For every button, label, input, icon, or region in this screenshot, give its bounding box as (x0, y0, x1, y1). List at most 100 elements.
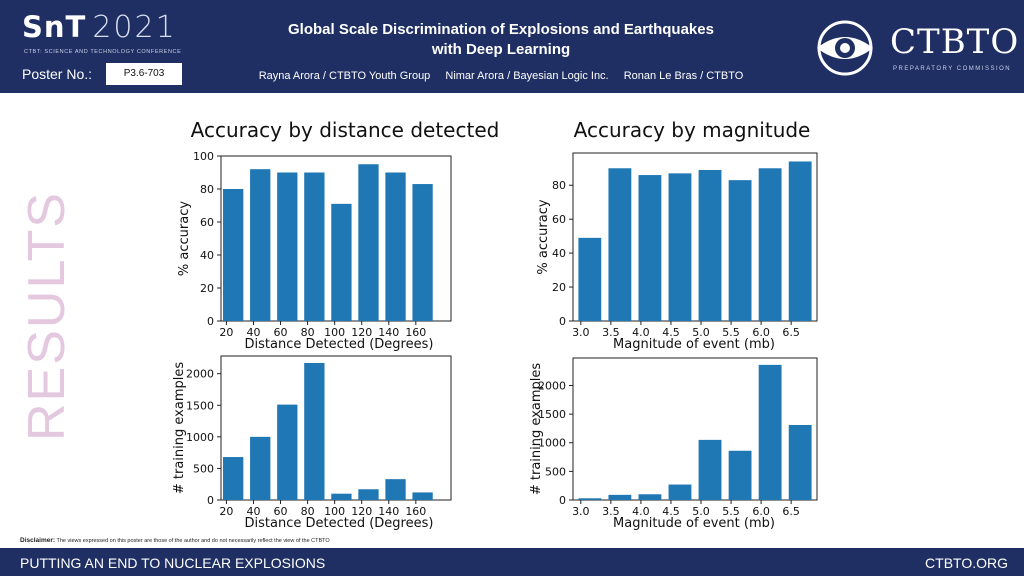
acc-mag-x-tick-label: 4.5 (662, 326, 680, 339)
acc-mag-y-tick-label: 60 (552, 213, 566, 226)
train-mag-bar (578, 498, 602, 500)
poster-number-box: P3.6-703 (106, 63, 182, 85)
poster-header: SnT 2021 CTBT: SCIENCE AND TECHNOLOGY CON… (0, 0, 1024, 93)
train-mag-y-tick-label: 1000 (538, 437, 566, 450)
train-dist-y-tick-label: 1000 (186, 431, 214, 444)
acc-dist-x-tick-label: 120 (351, 326, 372, 339)
footer-website: CTBTO.ORG (925, 555, 1008, 571)
acc-mag-bar (728, 180, 752, 321)
acc-mag-x-axis-label: Magnitude of event (mb) (613, 337, 775, 352)
acc-mag-bar (788, 161, 812, 321)
footer-slogan: PUTTING AN END TO NUCLEAR EXPLOSIONS (20, 555, 326, 571)
train-mag-x-axis-label: Magnitude of event (mb) (613, 516, 775, 531)
acc-mag-bar (758, 168, 782, 321)
poster-number-label: Poster No.: (22, 66, 93, 82)
train-mag-bar (608, 494, 632, 500)
snt-logo-text: SnT (22, 10, 87, 44)
author-2: Nimar Arora / Bayesian Logic Inc. (445, 70, 609, 82)
acc-dist-y-tick-label: 40 (200, 249, 214, 262)
acc-mag-x-tick-label: 6.0 (752, 326, 770, 339)
disclaimer: Disclaimer: The views expressed on this … (20, 537, 330, 544)
acc-mag-y-tick-label: 40 (552, 247, 566, 260)
snt-2021-logo: SnT 2021 CTBT: SCIENCE AND TECHNOLOGY CON… (22, 10, 181, 55)
train-dist-y-tick-label: 1500 (186, 399, 214, 412)
train-mag-plot-frame (572, 357, 818, 501)
acc-dist-bar (412, 184, 433, 321)
acc-dist-y-tick-label: 20 (200, 282, 214, 295)
acc-mag-x-tick-label: 4.0 (632, 326, 650, 339)
ctbto-logo-text: CTBTO (890, 22, 1020, 62)
train-dist-bar (304, 362, 325, 500)
train-mag-x-tick-label: 3.5 (602, 505, 620, 518)
train-dist-x-tick-label: 140 (378, 505, 399, 518)
train-mag-bar (698, 439, 722, 500)
ctbto-emblem-icon (817, 20, 873, 76)
acc-mag-bar (638, 175, 662, 321)
snt-logo-year: 2021 (92, 10, 177, 45)
acc-mag-plot-frame (572, 152, 818, 322)
acc-mag-chart-title: Accuracy by magnitude (574, 118, 811, 142)
acc-dist-x-tick-label: 40 (246, 326, 260, 339)
train-mag-bar (668, 484, 692, 500)
train-dist-bar (412, 492, 433, 500)
train-dist-x-axis-label: Distance Detected (Degrees) (245, 516, 434, 531)
acc-dist-x-tick-label: 100 (324, 326, 345, 339)
poster-title-line1: Global Scale Discrimination of Explosion… (288, 21, 714, 38)
acc-mag-y-axis-label: % accuracy (536, 199, 551, 274)
train-mag-bar (728, 450, 752, 500)
train-dist-x-tick-label: 40 (246, 505, 260, 518)
train-dist-x-tick-label: 80 (301, 505, 315, 518)
acc-dist-y-tick-label: 80 (200, 183, 214, 196)
train-mag-y-tick-label: 500 (545, 465, 566, 478)
train-mag-x-tick-label: 6.5 (782, 505, 800, 518)
acc-dist-bar (358, 164, 379, 321)
acc-mag-x-tick-label: 3.5 (602, 326, 620, 339)
train-dist-bar (358, 489, 379, 500)
acc-mag-x-tick-label: 6.5 (782, 326, 800, 339)
acc-dist-bar (331, 203, 352, 321)
poster-title-line2: with Deep Learning (431, 41, 571, 58)
author-list: Rayna Arora / CTBTO Youth Group Nimar Ar… (236, 70, 766, 82)
train-dist-bar (331, 493, 352, 500)
acc-mag-bar (698, 169, 722, 321)
disclaimer-text: The views expressed on this poster are t… (56, 538, 330, 544)
train-mag-x-tick-label: 4.0 (632, 505, 650, 518)
acc-dist-bar (250, 169, 271, 321)
train-dist-bar (223, 457, 244, 500)
acc-dist-y-tick-label: 60 (200, 216, 214, 229)
acc-mag-y-tick-label: 20 (552, 281, 566, 294)
train-dist-x-tick-label: 160 (405, 505, 426, 518)
acc-mag-bar (608, 168, 632, 321)
author-1: Rayna Arora / CTBTO Youth Group (258, 70, 431, 82)
acc-mag-x-tick-label: 5.0 (692, 326, 710, 339)
disclaimer-label: Disclaimer: (20, 537, 56, 544)
train-dist-y-axis-label: # training examples (172, 362, 187, 494)
acc-dist-bar (385, 172, 406, 321)
acc-dist-bar (277, 172, 298, 321)
acc-mag-x-tick-label: 3.0 (572, 326, 590, 339)
train-mag-y-tick-label: 0 (559, 494, 566, 507)
acc-mag-bar (578, 237, 602, 321)
acc-dist-x-tick-label: 20 (219, 326, 233, 339)
acc-mag-x-tick-label: 5.5 (722, 326, 740, 339)
train-mag-x-tick-label: 6.0 (752, 505, 770, 518)
acc-dist-x-tick-label: 80 (301, 326, 315, 339)
acc-dist-y-axis-label: % accuracy (177, 201, 192, 276)
train-mag-x-tick-label: 4.5 (662, 505, 680, 518)
acc-dist-y-tick-label: 100 (193, 150, 214, 163)
train-mag-x-tick-label: 3.0 (572, 505, 590, 518)
train-mag-y-axis-label: # training examples (529, 363, 544, 495)
train-mag-x-tick-label: 5.5 (722, 505, 740, 518)
acc-mag-bar (668, 173, 692, 321)
train-mag-bar (788, 424, 812, 500)
train-dist-y-tick-label: 500 (193, 462, 214, 475)
train-dist-x-tick-label: 120 (351, 505, 372, 518)
acc-dist-x-axis-label: Distance Detected (Degrees) (245, 337, 434, 352)
train-dist-y-tick-label: 2000 (186, 368, 214, 381)
acc-mag-y-tick-label: 80 (552, 179, 566, 192)
conference-name: CTBT: SCIENCE AND TECHNOLOGY CONFERENCE (24, 49, 182, 55)
acc-dist-chart-title: Accuracy by distance detected (191, 118, 500, 142)
acc-mag-y-tick-label: 0 (559, 315, 566, 328)
train-dist-x-tick-label: 60 (274, 505, 288, 518)
